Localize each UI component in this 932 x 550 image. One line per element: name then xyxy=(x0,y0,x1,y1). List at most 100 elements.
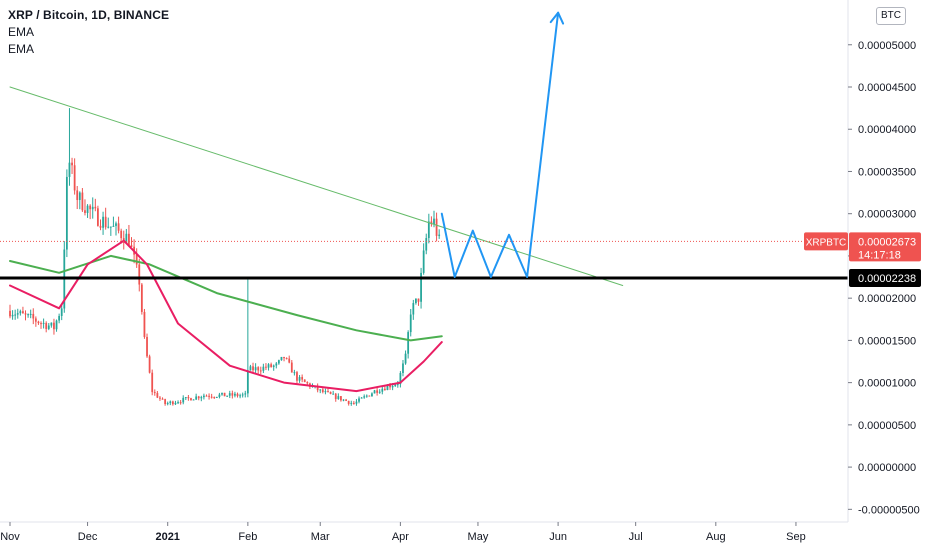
candle-body xyxy=(148,356,151,373)
time-tick-label: Apr xyxy=(392,531,409,543)
candle-body xyxy=(371,393,373,397)
candle-body xyxy=(76,190,79,201)
candle-body xyxy=(409,314,412,333)
candle-body xyxy=(94,206,97,209)
candle-body xyxy=(368,395,371,397)
candle-body xyxy=(9,310,11,317)
arrow-head-icon xyxy=(549,11,565,25)
candle-body xyxy=(24,313,27,315)
candle-body xyxy=(383,388,386,391)
candle-body xyxy=(358,398,360,402)
candle-body xyxy=(84,210,86,213)
candle-body xyxy=(303,379,306,383)
time-scale-background[interactable] xyxy=(0,522,848,550)
ema-indicator-label[interactable]: EMA xyxy=(8,25,35,39)
candle-body xyxy=(71,162,73,166)
candle-body xyxy=(22,311,24,314)
candle-body xyxy=(332,393,335,395)
candle-body xyxy=(365,395,368,397)
last-price-label[interactable] xyxy=(849,232,921,262)
candle-body xyxy=(200,397,203,399)
ema-fast-line[interactable] xyxy=(9,239,443,393)
candle-body xyxy=(120,230,123,239)
candle-body xyxy=(58,315,61,321)
candle-body xyxy=(422,250,425,273)
candle-body xyxy=(228,393,231,396)
ema-indicator-label[interactable]: EMA xyxy=(8,42,35,56)
candle-body xyxy=(389,385,391,388)
price-tick-label: 0.00005000 xyxy=(858,40,916,52)
candle-body xyxy=(415,298,417,304)
candle-body xyxy=(190,398,192,401)
candle-body xyxy=(221,392,223,395)
level-price-label[interactable] xyxy=(849,269,921,288)
candle-body xyxy=(166,403,169,405)
currency-badge[interactable]: BTC xyxy=(876,7,906,25)
symbol-price-tag[interactable] xyxy=(804,232,848,251)
candle-body xyxy=(78,192,81,201)
candle-body xyxy=(159,397,161,399)
candle-body xyxy=(174,402,177,405)
candle-body xyxy=(352,402,355,404)
candle-body xyxy=(29,313,32,315)
candle-body xyxy=(34,318,37,322)
candle-body xyxy=(321,389,324,393)
candle-body xyxy=(435,218,438,236)
candle-body xyxy=(324,391,327,393)
time-tick-label: Mar xyxy=(311,531,330,543)
candle-body xyxy=(350,402,353,404)
candle-body xyxy=(285,358,288,360)
candle-body xyxy=(301,377,304,380)
candle-body xyxy=(146,336,148,357)
candle-body xyxy=(306,382,309,384)
price-tick-label: 0.00000500 xyxy=(858,420,916,432)
candle-body xyxy=(283,356,285,359)
candle-body xyxy=(378,391,381,393)
chart-legend: XRP / Bitcoin, 1D, BINANCE EMA EMA xyxy=(8,7,169,58)
candle-body xyxy=(241,394,244,396)
candle-body xyxy=(433,218,435,225)
candle-body xyxy=(252,366,254,371)
ema-slow-line[interactable] xyxy=(9,254,443,342)
ema-lines xyxy=(9,239,443,393)
price-tick-label: 0.00004500 xyxy=(858,82,916,94)
candle-body xyxy=(412,303,415,315)
drawings xyxy=(0,11,848,286)
candle-body xyxy=(184,397,187,399)
time-tick-label: Feb xyxy=(238,531,257,543)
candle-body xyxy=(345,399,347,401)
candle-body xyxy=(187,397,190,399)
candle-body xyxy=(391,385,394,388)
candle-body xyxy=(27,314,29,316)
candle-body xyxy=(234,393,236,396)
candle-body xyxy=(223,392,226,397)
candle-body xyxy=(107,226,110,228)
candle-body xyxy=(399,373,402,385)
candle-body xyxy=(342,399,345,401)
time-tick-label: May xyxy=(468,531,489,543)
candle-body xyxy=(293,372,296,374)
time-axis: Nov Dec 2021 Feb Mar Apr May Jun Jul Aug Sep xyxy=(0,522,806,543)
candle-body xyxy=(254,367,257,371)
candle-body xyxy=(161,398,164,400)
candle-body xyxy=(386,385,389,391)
candle-body xyxy=(99,225,102,228)
candle-body xyxy=(210,396,213,398)
candle-body xyxy=(373,390,376,394)
projection-path[interactable] xyxy=(440,11,560,278)
symbol-title[interactable]: XRP / Bitcoin, 1D, BINANCE xyxy=(8,8,170,22)
candle-body xyxy=(275,363,278,366)
trendline[interactable] xyxy=(9,86,624,286)
candle-body xyxy=(115,223,117,226)
price-tick-label: 0.00004000 xyxy=(858,124,916,136)
candle-body xyxy=(407,332,410,354)
candle-body xyxy=(213,397,216,399)
candle-body xyxy=(226,395,229,397)
candle-body xyxy=(420,272,422,302)
candle-body xyxy=(270,364,273,367)
candle-body xyxy=(143,311,146,337)
candle-body xyxy=(151,372,154,393)
